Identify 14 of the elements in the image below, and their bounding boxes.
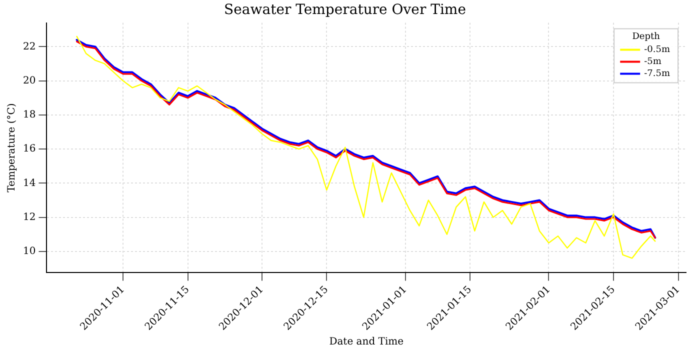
x-axis-title: Date and Time (329, 336, 404, 348)
y-tick-label: 20 (22, 75, 36, 86)
y-tick-label: 22 (22, 41, 36, 52)
legend-label: -0.5m (644, 45, 670, 56)
chart-title: Seawater Temperature Over Time (224, 2, 466, 18)
y-tick-label: 14 (22, 178, 36, 189)
y-tick-label: 18 (22, 110, 36, 121)
y-tick-label: 12 (22, 212, 36, 223)
y-tick-label: 10 (22, 246, 36, 258)
legend-title: Depth (632, 32, 660, 42)
legend-label: -7.5m (644, 69, 670, 80)
legend-label: -5m (644, 57, 662, 68)
y-axis-title: Temperature (°C) (6, 103, 18, 192)
y-tick-label: 16 (22, 144, 36, 155)
